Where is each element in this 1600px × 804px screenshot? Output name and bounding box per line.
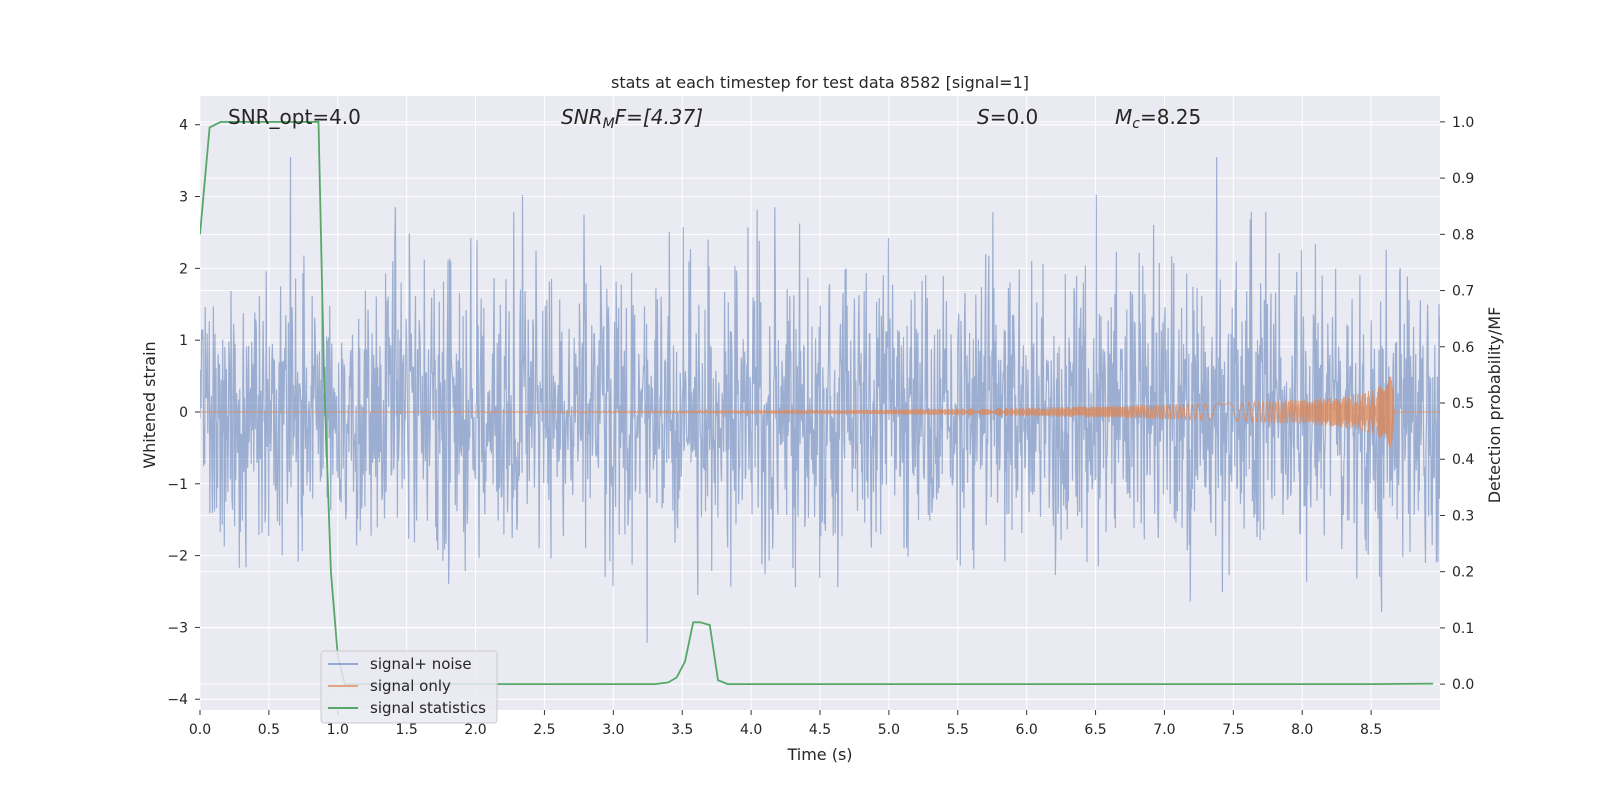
y-left-tick-label: 1 [179, 333, 188, 349]
x-tick-label: 1.0 [327, 722, 349, 738]
y-left-tick-label: 4 [179, 118, 188, 134]
x-tick-label: 3.0 [602, 722, 624, 738]
legend-label-signal-statistics: signal statistics [370, 699, 486, 717]
x-tick-label: 7.5 [1222, 722, 1244, 738]
legend: signal+ noise signal only signal statist… [320, 650, 498, 724]
x-tick-label: 3.5 [671, 722, 693, 738]
y-left-tick-label: −2 [167, 549, 188, 565]
y-right-tick-label: 0.6 [1452, 340, 1474, 356]
legend-label-signal-only: signal only [370, 677, 451, 695]
s-tail: =0.0 [990, 105, 1039, 129]
series-signal-statistics [200, 121, 1434, 685]
x-tick-label: 6.0 [1016, 722, 1038, 738]
annotation-snr-opt: SNR_opt=4.0 [228, 105, 361, 129]
x-tick-label: 4.5 [809, 722, 831, 738]
x-tick-label: 0.0 [189, 722, 211, 738]
annotation-mc: Mc=8.25 [1115, 105, 1201, 132]
y-axis-right: 1.0 0.9 0.8 0.7 0.6 0.5 0.4 0.3 0.2 0.1 0.0 [1440, 115, 1474, 693]
x-tick-label: 1.5 [396, 722, 418, 738]
y-right-tick-label: 0.8 [1452, 227, 1474, 243]
annotation-snr-mf: SNRMF=[4.37] [561, 105, 703, 132]
chart-title: stats at each timestep for test data 858… [611, 73, 1029, 92]
snr-mf-tail: F=[4.37] [615, 105, 703, 129]
y-axis-label-right: Detection probability/MF [1485, 307, 1504, 504]
x-tick-label: 2.0 [464, 722, 486, 738]
y-left-tick-label: 0 [179, 405, 188, 421]
y-axis-left: 4 3 2 1 0 −1 −2 −3 −4 [167, 118, 200, 708]
series-signal-only [200, 376, 1440, 448]
mc-var: M [1115, 105, 1132, 129]
y-left-tick-label: −4 [167, 692, 188, 708]
mc-tail: =8.25 [1140, 105, 1201, 129]
mc-sub: c [1132, 116, 1140, 132]
y-axis-label-left: Whitened strain [140, 341, 159, 468]
x-tick-label: 5.5 [947, 722, 969, 738]
x-tick-label: 5.0 [878, 722, 900, 738]
y-right-tick-label: 1.0 [1452, 115, 1474, 131]
y-right-tick-label: 0.7 [1452, 284, 1474, 300]
y-right-tick-label: 0.2 [1452, 565, 1474, 581]
y-left-tick-label: −1 [167, 477, 188, 493]
series-signal-noise [200, 156, 1440, 643]
y-right-tick-label: 0.3 [1452, 508, 1474, 524]
x-axis-label: Time (s) [786, 745, 852, 764]
x-tick-label: 4.0 [740, 722, 762, 738]
annotation-s: S=0.0 [977, 105, 1038, 129]
x-tick-label: 8.5 [1360, 722, 1382, 738]
y-right-tick-label: 0.9 [1452, 171, 1474, 187]
snr-mf-base: SNR [561, 105, 603, 129]
y-right-tick-label: 0.0 [1452, 677, 1474, 693]
y-left-tick-label: −3 [167, 620, 188, 636]
x-axis: 0.0 0.5 1.0 1.5 2.0 2.5 3.0 3.5 4.0 4.5 5.0 5.5 6.0 6… [189, 710, 1382, 738]
y-right-tick-label: 0.1 [1452, 621, 1474, 637]
legend-box [320, 650, 498, 724]
x-tick-label: 0.5 [258, 722, 280, 738]
y-right-tick-label: 0.4 [1452, 452, 1474, 468]
x-tick-label: 7.0 [1153, 722, 1175, 738]
s-var: S [977, 105, 990, 129]
snr-mf-sub: M [603, 116, 615, 132]
x-tick-label: 6.5 [1084, 722, 1106, 738]
y-left-tick-label: 3 [179, 190, 188, 206]
signal-only-line [200, 376, 1440, 448]
y-right-tick-label: 0.5 [1452, 396, 1474, 412]
signal-statistics-line [200, 121, 1434, 685]
signal-noise-line [200, 156, 1440, 643]
x-tick-label: 2.5 [533, 722, 555, 738]
legend-label-signal-noise: signal+ noise [370, 655, 472, 673]
x-tick-label: 8.0 [1291, 722, 1313, 738]
y-left-tick-label: 2 [179, 261, 188, 277]
plot-area [200, 121, 1440, 685]
